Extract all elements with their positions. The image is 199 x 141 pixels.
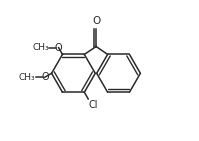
Text: O: O [92,16,100,26]
Text: CH₃: CH₃ [19,73,35,82]
Text: Cl: Cl [89,100,99,110]
Text: O: O [55,43,62,53]
Text: CH₃: CH₃ [32,43,49,52]
Text: O: O [41,72,49,82]
